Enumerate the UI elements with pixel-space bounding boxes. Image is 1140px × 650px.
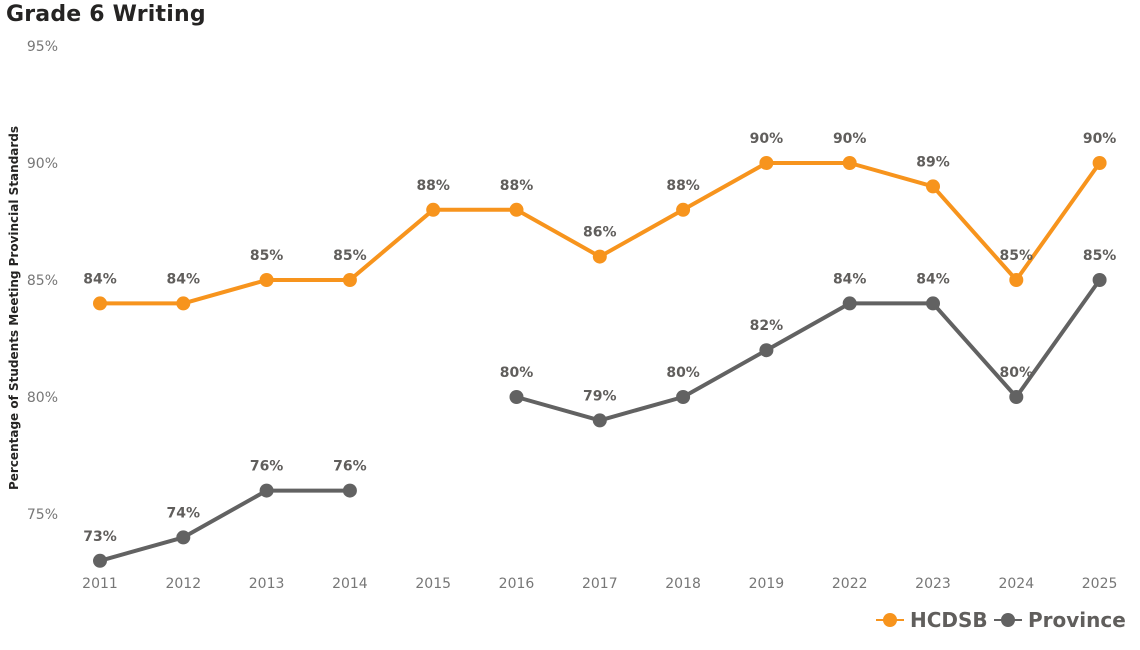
province-point [1092, 273, 1107, 287]
province-data-label: 85% [1083, 248, 1117, 264]
y-tick-label: 85% [27, 273, 58, 289]
hcdsb-data-label: 88% [416, 178, 450, 194]
province-data-label: 76% [333, 459, 367, 475]
hcdsb-data-label: 85% [1000, 248, 1034, 264]
province-data-label: 82% [750, 318, 784, 334]
province-data-label: 80% [666, 365, 700, 381]
hcdsb-point [842, 156, 857, 170]
hcdsb-legend-label: HCDSB [910, 608, 988, 632]
hcdsb-point [342, 273, 357, 287]
hcdsb-point [1009, 273, 1024, 287]
hcdsb-point [259, 273, 274, 287]
province-point [259, 483, 274, 498]
province-legend-marker [1001, 613, 1015, 627]
province-point [926, 296, 940, 311]
x-tick-label: 2015 [415, 576, 451, 592]
hcdsb-data-label: 88% [666, 178, 700, 194]
y-tick-label: 75% [27, 507, 58, 523]
hcdsb-legend-marker [883, 613, 897, 627]
x-tick-label: 2023 [915, 576, 951, 592]
province-point [342, 483, 357, 498]
x-tick-label: 2012 [165, 576, 201, 592]
y-tick-label: 80% [27, 390, 58, 406]
hcdsb-point [759, 156, 774, 170]
province-point [759, 343, 774, 358]
x-tick-label: 2013 [249, 576, 285, 592]
legend: HCDSB Province [876, 608, 1126, 632]
hcdsb-data-label: 90% [750, 131, 784, 147]
x-tick-label: 2018 [665, 576, 701, 592]
hcdsb-data-label: 86% [583, 225, 617, 241]
hcdsb-point [592, 249, 607, 264]
province-legend-label: Province [1028, 608, 1126, 632]
hcdsb-data-label: 85% [250, 248, 284, 264]
province-data-label: 73% [83, 529, 117, 545]
y-axis-label: Percentage of Students Meeting Provincia… [7, 126, 21, 490]
x-tick-label: 2014 [332, 576, 368, 592]
y-axis: 75% 80% 85% 90% 95% [27, 39, 58, 523]
hcdsb-point [93, 296, 107, 311]
hcdsb-data-label: 90% [833, 131, 867, 147]
x-axis: 2011 2012 2013 2014 2015 2016 2017 2018 2019 2022… [82, 576, 1117, 592]
province-data-label: 84% [833, 271, 867, 287]
province-point [93, 553, 107, 568]
hcdsb-point [1092, 156, 1107, 170]
chart-title: Grade 6 Writing [6, 2, 206, 27]
x-tick-label: 2019 [749, 576, 785, 592]
x-tick-label: 2024 [998, 576, 1034, 592]
data-label-layer: 84% 84% 85% 85% 88% 88% 86% 88% 90% 90% 89% 85% 90% 7… [83, 131, 1116, 545]
y-tick-label: 90% [27, 156, 58, 172]
hcdsb-point [176, 296, 191, 311]
province-data-label: 74% [167, 505, 201, 521]
hcdsb-point [676, 202, 691, 217]
hcdsb-data-label: 84% [83, 271, 117, 287]
province-point [1009, 390, 1024, 404]
series-layer [93, 156, 1107, 568]
x-tick-label: 2011 [82, 576, 118, 592]
hcdsb-data-label: 84% [167, 271, 201, 287]
province-point [176, 530, 191, 545]
x-tick-label: 2017 [582, 576, 618, 592]
hcdsb-data-label: 88% [500, 178, 534, 194]
x-tick-label: 2016 [499, 576, 535, 592]
province-series-line [515, 278, 1102, 423]
x-tick-label: 2022 [832, 576, 868, 592]
hcdsb-data-label: 85% [333, 248, 367, 264]
hcdsb-point [509, 202, 524, 217]
y-tick-label: 95% [27, 39, 58, 55]
province-point [592, 413, 607, 428]
hcdsb-point [926, 179, 940, 194]
province-point [842, 296, 857, 311]
province-data-label: 80% [500, 365, 534, 381]
hcdsb-data-label: 90% [1083, 131, 1117, 147]
hcdsb-point [426, 202, 441, 217]
province-series-line [99, 488, 350, 563]
province-point [509, 390, 524, 404]
province-data-label: 80% [1000, 365, 1034, 381]
hcdsb-data-label: 89% [916, 154, 950, 170]
x-tick-label: 2025 [1082, 576, 1118, 592]
province-data-label: 79% [583, 388, 617, 404]
province-data-label: 76% [250, 459, 284, 475]
province-point [676, 390, 691, 404]
province-data-label: 84% [916, 271, 950, 287]
